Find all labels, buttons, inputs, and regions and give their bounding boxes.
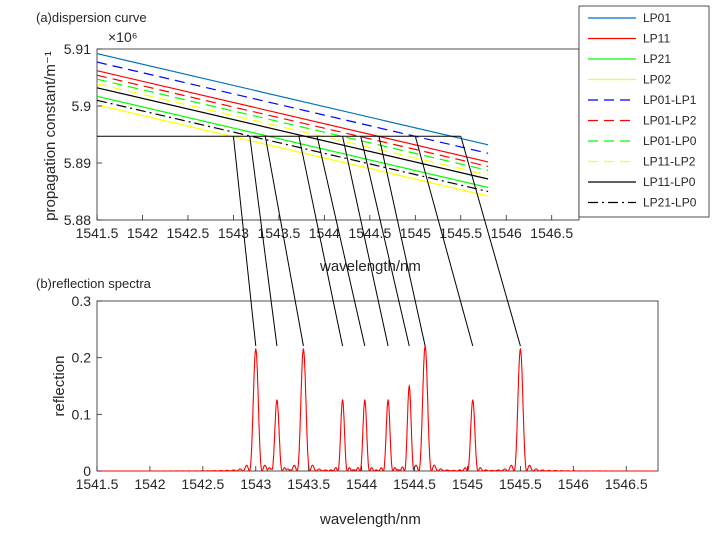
reflection-y-tick-label: 0.3 [72, 293, 92, 309]
dispersion-x-tick-label: 1544.5 [348, 225, 391, 241]
dispersion-legend: LP01 LP11 LP21 LP02 LP01-LP1 LP01-LP2 LP01-LP0… [578, 5, 710, 218]
series-line-lp02 [96, 104, 489, 197]
dispersion-x-tick-label: 1543 [218, 225, 249, 241]
reflection-y-tick-label: 0 [83, 463, 91, 479]
legend-label: LP11 [643, 32, 670, 46]
reflection-y-tick-label: 0.1 [72, 406, 92, 422]
reflection-x-tick-label: 1545.5 [499, 476, 542, 492]
reflection-x-label: wavelength/nm [319, 511, 421, 528]
reflection-x-tick-label: 1544 [346, 476, 377, 492]
legend-label: LP01-LP0 [643, 134, 697, 148]
legend-label: LP21-LP0 [643, 196, 697, 210]
reflection-series-group [97, 344, 656, 472]
dispersion-x-tick-label: 1545 [400, 225, 431, 241]
reflection-x-tick-label: 1542.5 [181, 476, 224, 492]
connector-line [342, 136, 389, 347]
dispersion-x-tick-label: 1544 [309, 225, 340, 241]
series-line-lp11-lp2 [96, 83, 489, 176]
reflection-x-tick-label: 1542 [134, 476, 165, 492]
dispersion-x-tick-label: 1543.5 [257, 225, 300, 241]
reflection-x-tick-label: 1546 [558, 476, 589, 492]
dispersion-x-tick-label: 1545.5 [439, 225, 482, 241]
reflection-y-ticks: 0 0.1 0.2 0.3 [72, 293, 102, 479]
reflection-curve [97, 344, 656, 472]
dispersion-y-label: propagation constant/m⁻¹ [42, 51, 59, 221]
reflection-x-tick-label: 1545 [452, 476, 483, 492]
dispersion-x-tick-label: 1542.5 [167, 225, 210, 241]
dispersion-y-ticks: 5.88 5.89 5.9 5.91 [64, 41, 102, 228]
series-line-lp11 [96, 70, 489, 163]
legend-label: LP11-LP0 [643, 175, 696, 189]
reflection-spectra-panel: 1541.5 1542 1542.5 1543 1543.5 1544 1544.5 1545… [36, 276, 659, 528]
connector-lines [232, 136, 521, 347]
legend-label: LP01-LP2 [643, 114, 697, 128]
series-line-lp21-lp0 [96, 99, 489, 193]
dispersion-y-tick-label: 5.88 [64, 212, 91, 228]
connector-line [378, 136, 426, 347]
connector-line [249, 136, 278, 347]
legend-label: LP11-LP2 [643, 155, 696, 169]
series-line-lp01-lp1 [96, 61, 489, 154]
legend-label: LP01-LP1 [643, 93, 697, 107]
dispersion-x-tick-label: 1542 [127, 225, 158, 241]
dispersion-x-label: wavelength/nm [319, 258, 421, 275]
legend-label: LP01 [643, 11, 671, 25]
dispersion-y-exponent: ×10⁶ [108, 29, 138, 45]
reflection-x-tick-label: 1543 [240, 476, 271, 492]
dispersion-curve-panel: 1541.5 1542 1542.5 1543 1543.5 1544 1544.5 1545… [36, 10, 580, 275]
reflection-y-label: reflection [51, 356, 68, 417]
reflection-x-tick-label: 1541.5 [76, 476, 119, 492]
dispersion-x-tick-label: 1541.5 [76, 225, 119, 241]
legend-label: LP21 [643, 52, 671, 66]
connector-line [360, 136, 410, 347]
reflection-axes-box [96, 300, 659, 472]
dispersion-series-group [96, 53, 489, 197]
series-line-lp01-lp0 [96, 78, 489, 171]
connector-line [264, 136, 304, 347]
legend-label: LP02 [643, 73, 671, 87]
connector-line [460, 136, 521, 347]
connector-line [298, 136, 344, 347]
dispersion-y-tick-label: 5.91 [64, 41, 91, 57]
reflection-x-ticks: 1541.5 1542 1542.5 1543 1543.5 1544 1544.5 1545… [76, 466, 648, 492]
series-line-lp11-lp0 [96, 87, 489, 180]
connector-line [232, 136, 257, 347]
dispersion-x-tick-label: 1546.5 [530, 225, 573, 241]
reflection-y-tick-label: 0.2 [72, 350, 92, 366]
dispersion-y-tick-label: 5.89 [64, 155, 91, 171]
dispersion-y-tick-label: 5.9 [72, 98, 92, 114]
reflection-x-tick-label: 1543.5 [287, 476, 330, 492]
series-line-lp01-lp2 [96, 74, 489, 167]
dispersion-title: (a)dispersion curve [36, 10, 147, 25]
dispersion-x-ticks: 1541.5 1542 1542.5 1543 1543.5 1544 1544.5 1545… [76, 215, 573, 241]
connector-line [414, 136, 474, 347]
dispersion-x-tick-label: 1546 [491, 225, 522, 241]
series-line-lp21 [96, 95, 489, 189]
series-line-lp01 [96, 53, 489, 146]
dispersion-axes-box [96, 48, 580, 221]
reflection-x-tick-label: 1544.5 [393, 476, 436, 492]
reflection-x-tick-label: 1546.5 [605, 476, 648, 492]
connector-line [316, 136, 366, 347]
reflection-title: (b)reflection spectra [36, 276, 152, 291]
